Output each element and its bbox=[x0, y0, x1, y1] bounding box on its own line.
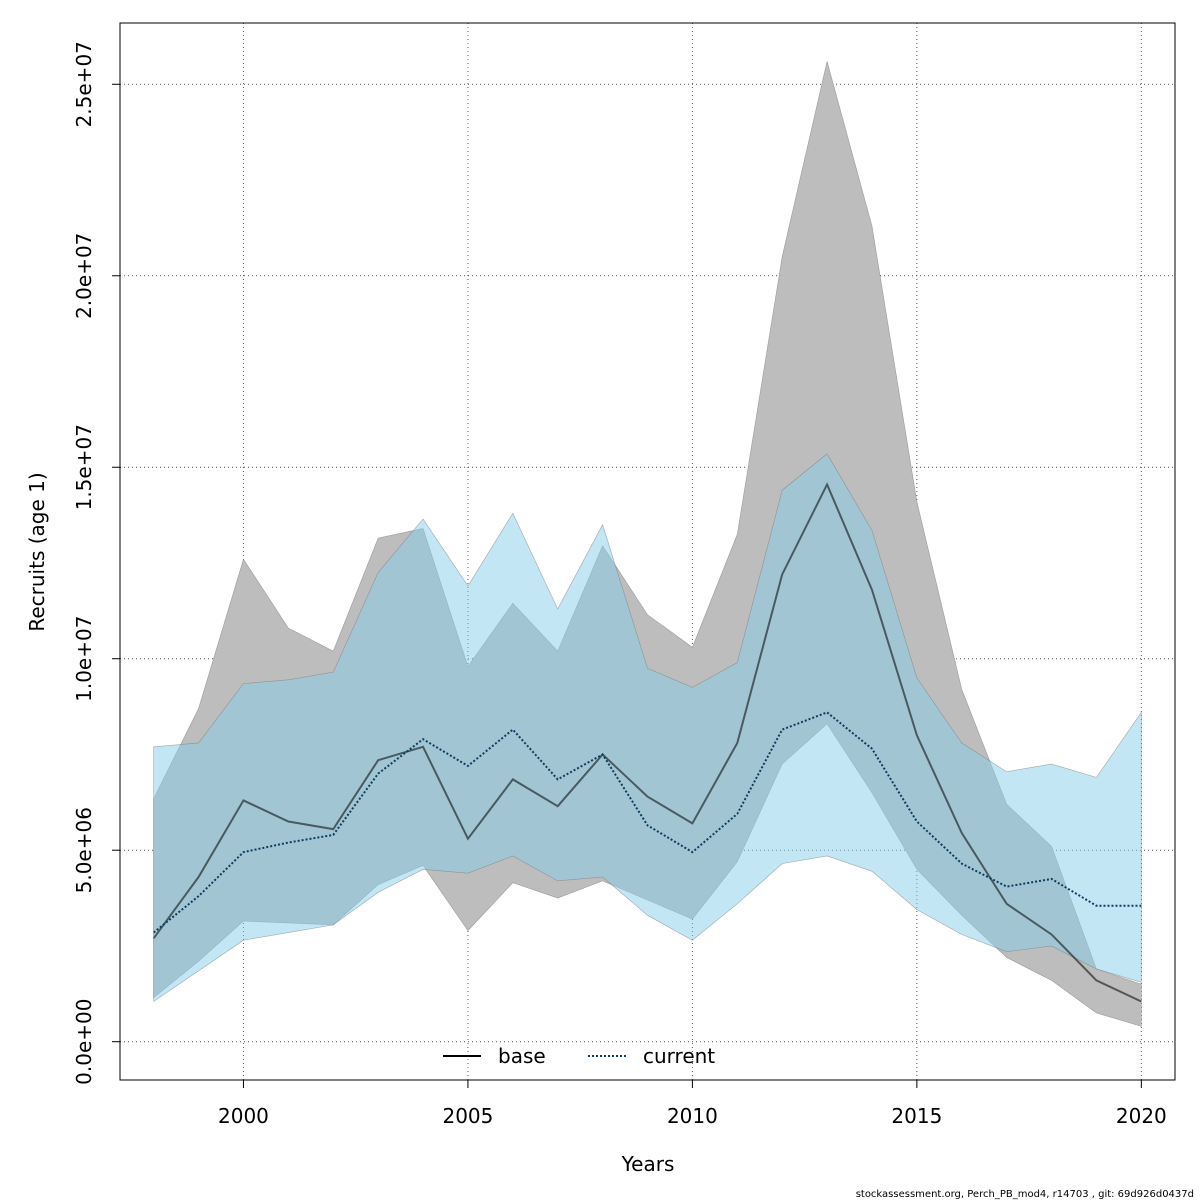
x-tick-label-4: 2020 bbox=[1116, 1104, 1167, 1128]
legend: base current bbox=[443, 1044, 715, 1068]
plot-frame bbox=[119, 22, 1176, 1081]
series-line-base bbox=[152, 482, 1142, 1003]
x-tick-label-2: 2010 bbox=[667, 1104, 718, 1128]
x-axis-title: Years bbox=[621, 1152, 675, 1176]
y-axis-title: Recruits (age 1) bbox=[25, 472, 49, 631]
credit-text: stockassessment.org, Perch_PB_mod4, r147… bbox=[856, 1189, 1194, 1200]
y-axis: 0.0e+00 5.0e+06 1.0e+07 1.5e+07 2.0e+07 2.5e+… bbox=[72, 41, 120, 1085]
legend-label-base: base bbox=[498, 1044, 546, 1068]
series-lines bbox=[152, 482, 1142, 1003]
y-tick-label-5: 2.5e+07 bbox=[72, 41, 96, 127]
series-line-current bbox=[153, 711, 1142, 934]
y-tick-label-3: 1.5e+07 bbox=[72, 424, 96, 510]
y-tick-label-0: 0.0e+00 bbox=[72, 999, 96, 1085]
x-tick-label-1: 2005 bbox=[442, 1104, 493, 1128]
y-tick-label-4: 2.0e+07 bbox=[72, 233, 96, 319]
confidence-band-current bbox=[153, 453, 1142, 1003]
legend-label-current: current bbox=[643, 1044, 715, 1068]
y-tick-label-2: 1.0e+07 bbox=[72, 616, 96, 702]
y-tick-label-1: 5.0e+06 bbox=[72, 807, 96, 893]
x-axis: 2000 2005 2010 2015 2020 bbox=[218, 1080, 1167, 1128]
x-tick-label-0: 2000 bbox=[218, 1104, 269, 1128]
x-tick-label-3: 2015 bbox=[891, 1104, 942, 1128]
